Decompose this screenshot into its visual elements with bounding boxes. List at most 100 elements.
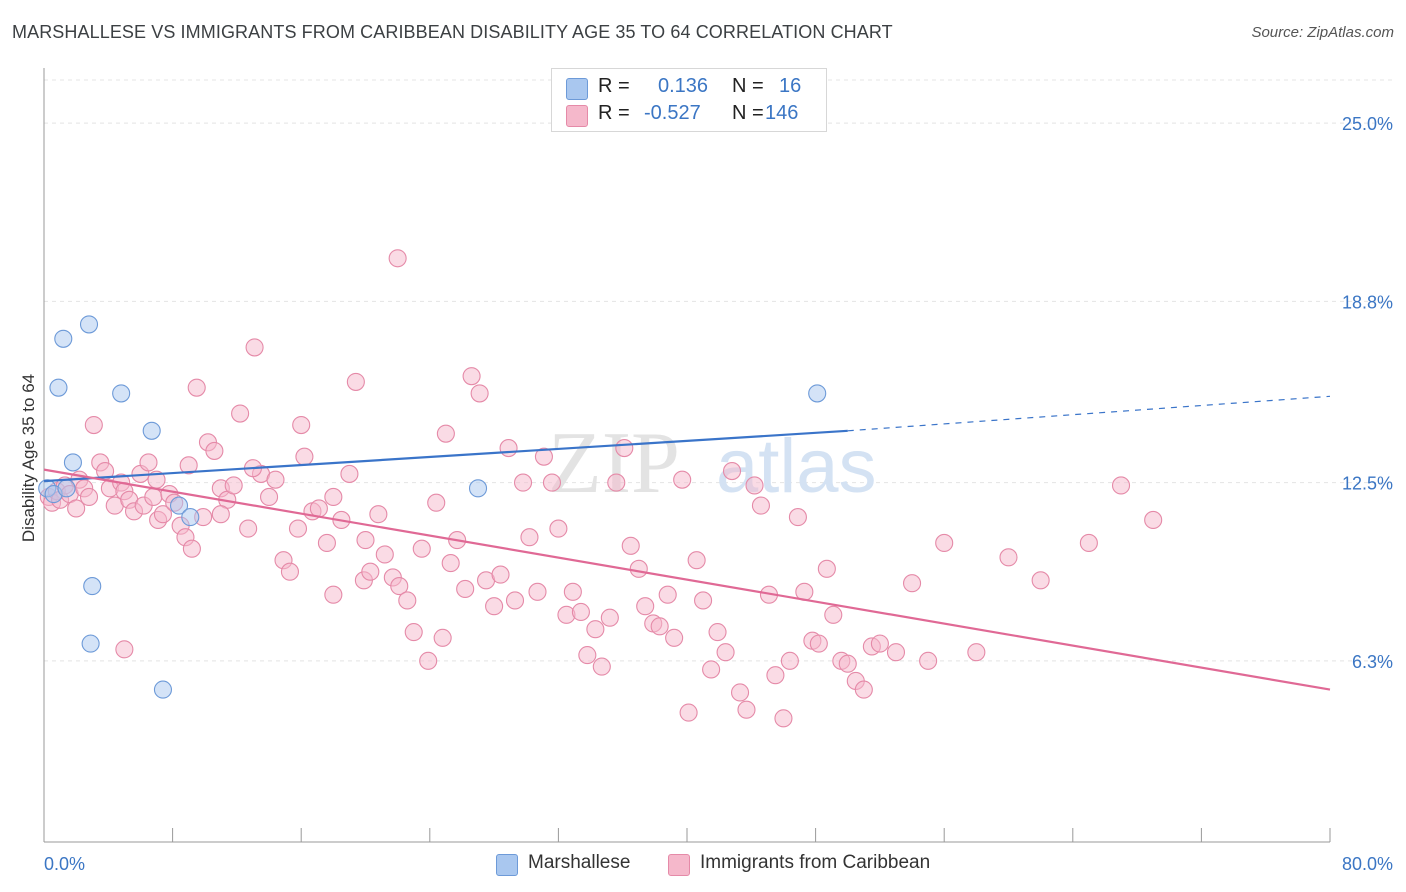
caribbean-point [1079,533,1098,553]
caribbean-point [766,666,785,685]
legend-n-label: N = [732,102,764,124]
caribbean-point [79,487,99,506]
caribbean-point [520,528,539,547]
marshallese-point [79,315,99,334]
y-tick-label: 18.8% [1342,292,1393,312]
caribbean-point [505,591,525,610]
caribbean-point [636,597,655,616]
caribbean-point [809,634,828,653]
marshallese-point [63,453,82,472]
marshallese-legend-label: Marshallese [528,852,631,873]
watermark: ZIP atlas [548,415,877,512]
chart-title: MARSHALLESE VS IMMIGRANTS FROM CARIBBEAN… [12,22,893,42]
caribbean-point [722,462,742,481]
caribbean-point [650,617,669,636]
caribbean-point [309,499,328,518]
marshallese-trend [43,429,848,483]
marshallese-point [49,378,68,397]
caribbean-point [187,378,206,397]
caribbean-point [870,634,889,653]
caribbean-point [780,651,799,670]
gridlines [44,79,1392,662]
caribbean-point [528,582,547,601]
caribbean-point [139,453,158,472]
caribbean-point [838,654,857,673]
caribbean-point [679,703,698,722]
caribbean-point [245,338,264,357]
caribbean-point [592,657,611,676]
x-tick-label: 80.0% [1342,854,1393,874]
caribbean-point [513,473,533,492]
caribbean-point [673,470,692,489]
caribbean-point [280,562,299,581]
y-tick-label: 12.5% [1342,474,1393,494]
caribbean-point [824,605,843,624]
caribbean-point [441,554,460,573]
caribbean-point [817,559,836,578]
caribbean-legend-swatch [668,854,690,876]
caribbean-point [224,476,243,495]
legend-row-marshallese: R = 0.136 N = 16 [552,75,826,101]
x-tick-label: 0.0% [44,854,85,874]
caribbean-point [621,536,640,555]
caribbean-point [999,548,1018,567]
caribbean-point [115,640,134,659]
caribbean-point [259,487,279,506]
caribbean-point [774,709,793,728]
marshallese-point [112,384,131,403]
axes [43,68,1331,843]
caribbean-point [549,519,568,538]
caribbean-point [361,562,380,581]
caribbean-point [427,493,446,512]
caribbean-point [346,372,365,391]
caribbean-point [239,519,258,538]
legend-r-value: 0.136 [658,75,709,97]
caribbean-point [266,470,285,489]
marshallese-point [468,479,488,498]
correlation-legend: R = 0.136 N = 16 R = -0.527 N = 146 [551,68,827,132]
caribbean-point [716,643,735,662]
caribbean-point [542,473,562,492]
caribbean-point [369,505,388,524]
caribbean-point [600,608,619,627]
caribbean-point [499,439,518,458]
legend-n-label: N = [732,75,764,97]
caribbean-point [586,620,605,639]
caribbean-point [462,367,481,386]
caribbean-point [419,651,438,670]
caribbean-point [854,680,873,699]
caribbean-point [182,539,201,558]
marshallese-point [81,634,100,653]
caribbean-point [412,539,431,558]
y-tick-label: 6.3% [1352,652,1393,672]
caribbean-point [433,628,452,647]
caribbean-point [390,577,409,596]
caribbean-point [491,565,510,584]
caribbean-point [665,628,684,647]
caribbean-point [375,545,394,564]
caribbean-point [398,591,417,610]
marshallese-swatch [566,78,588,100]
caribbean-point [967,643,986,662]
caribbean-point [288,519,308,538]
caribbean-legend-label: Immigrants from Caribbean [700,852,931,873]
caribbean-point [1144,510,1163,529]
caribbean-point [1031,571,1050,590]
marshallese-point [169,496,189,515]
caribbean-point [563,582,582,601]
caribbean-point [456,579,475,599]
caribbean-point [578,646,597,665]
marshallese-point [142,421,161,440]
y-axis-label: Disability Age 35 to 64 [19,374,38,542]
legend-row-caribbean: R = -0.527 N = 146 [552,102,826,128]
caribbean-point [67,499,86,518]
caribbean-point [470,384,489,403]
caribbean-point [534,447,553,466]
caribbean-point [292,416,311,435]
caribbean-point [886,643,906,662]
caribbean-point [84,416,103,435]
caribbean-point [205,441,224,460]
legend-r-value: -0.527 [644,102,701,124]
caribbean-point [211,505,230,524]
